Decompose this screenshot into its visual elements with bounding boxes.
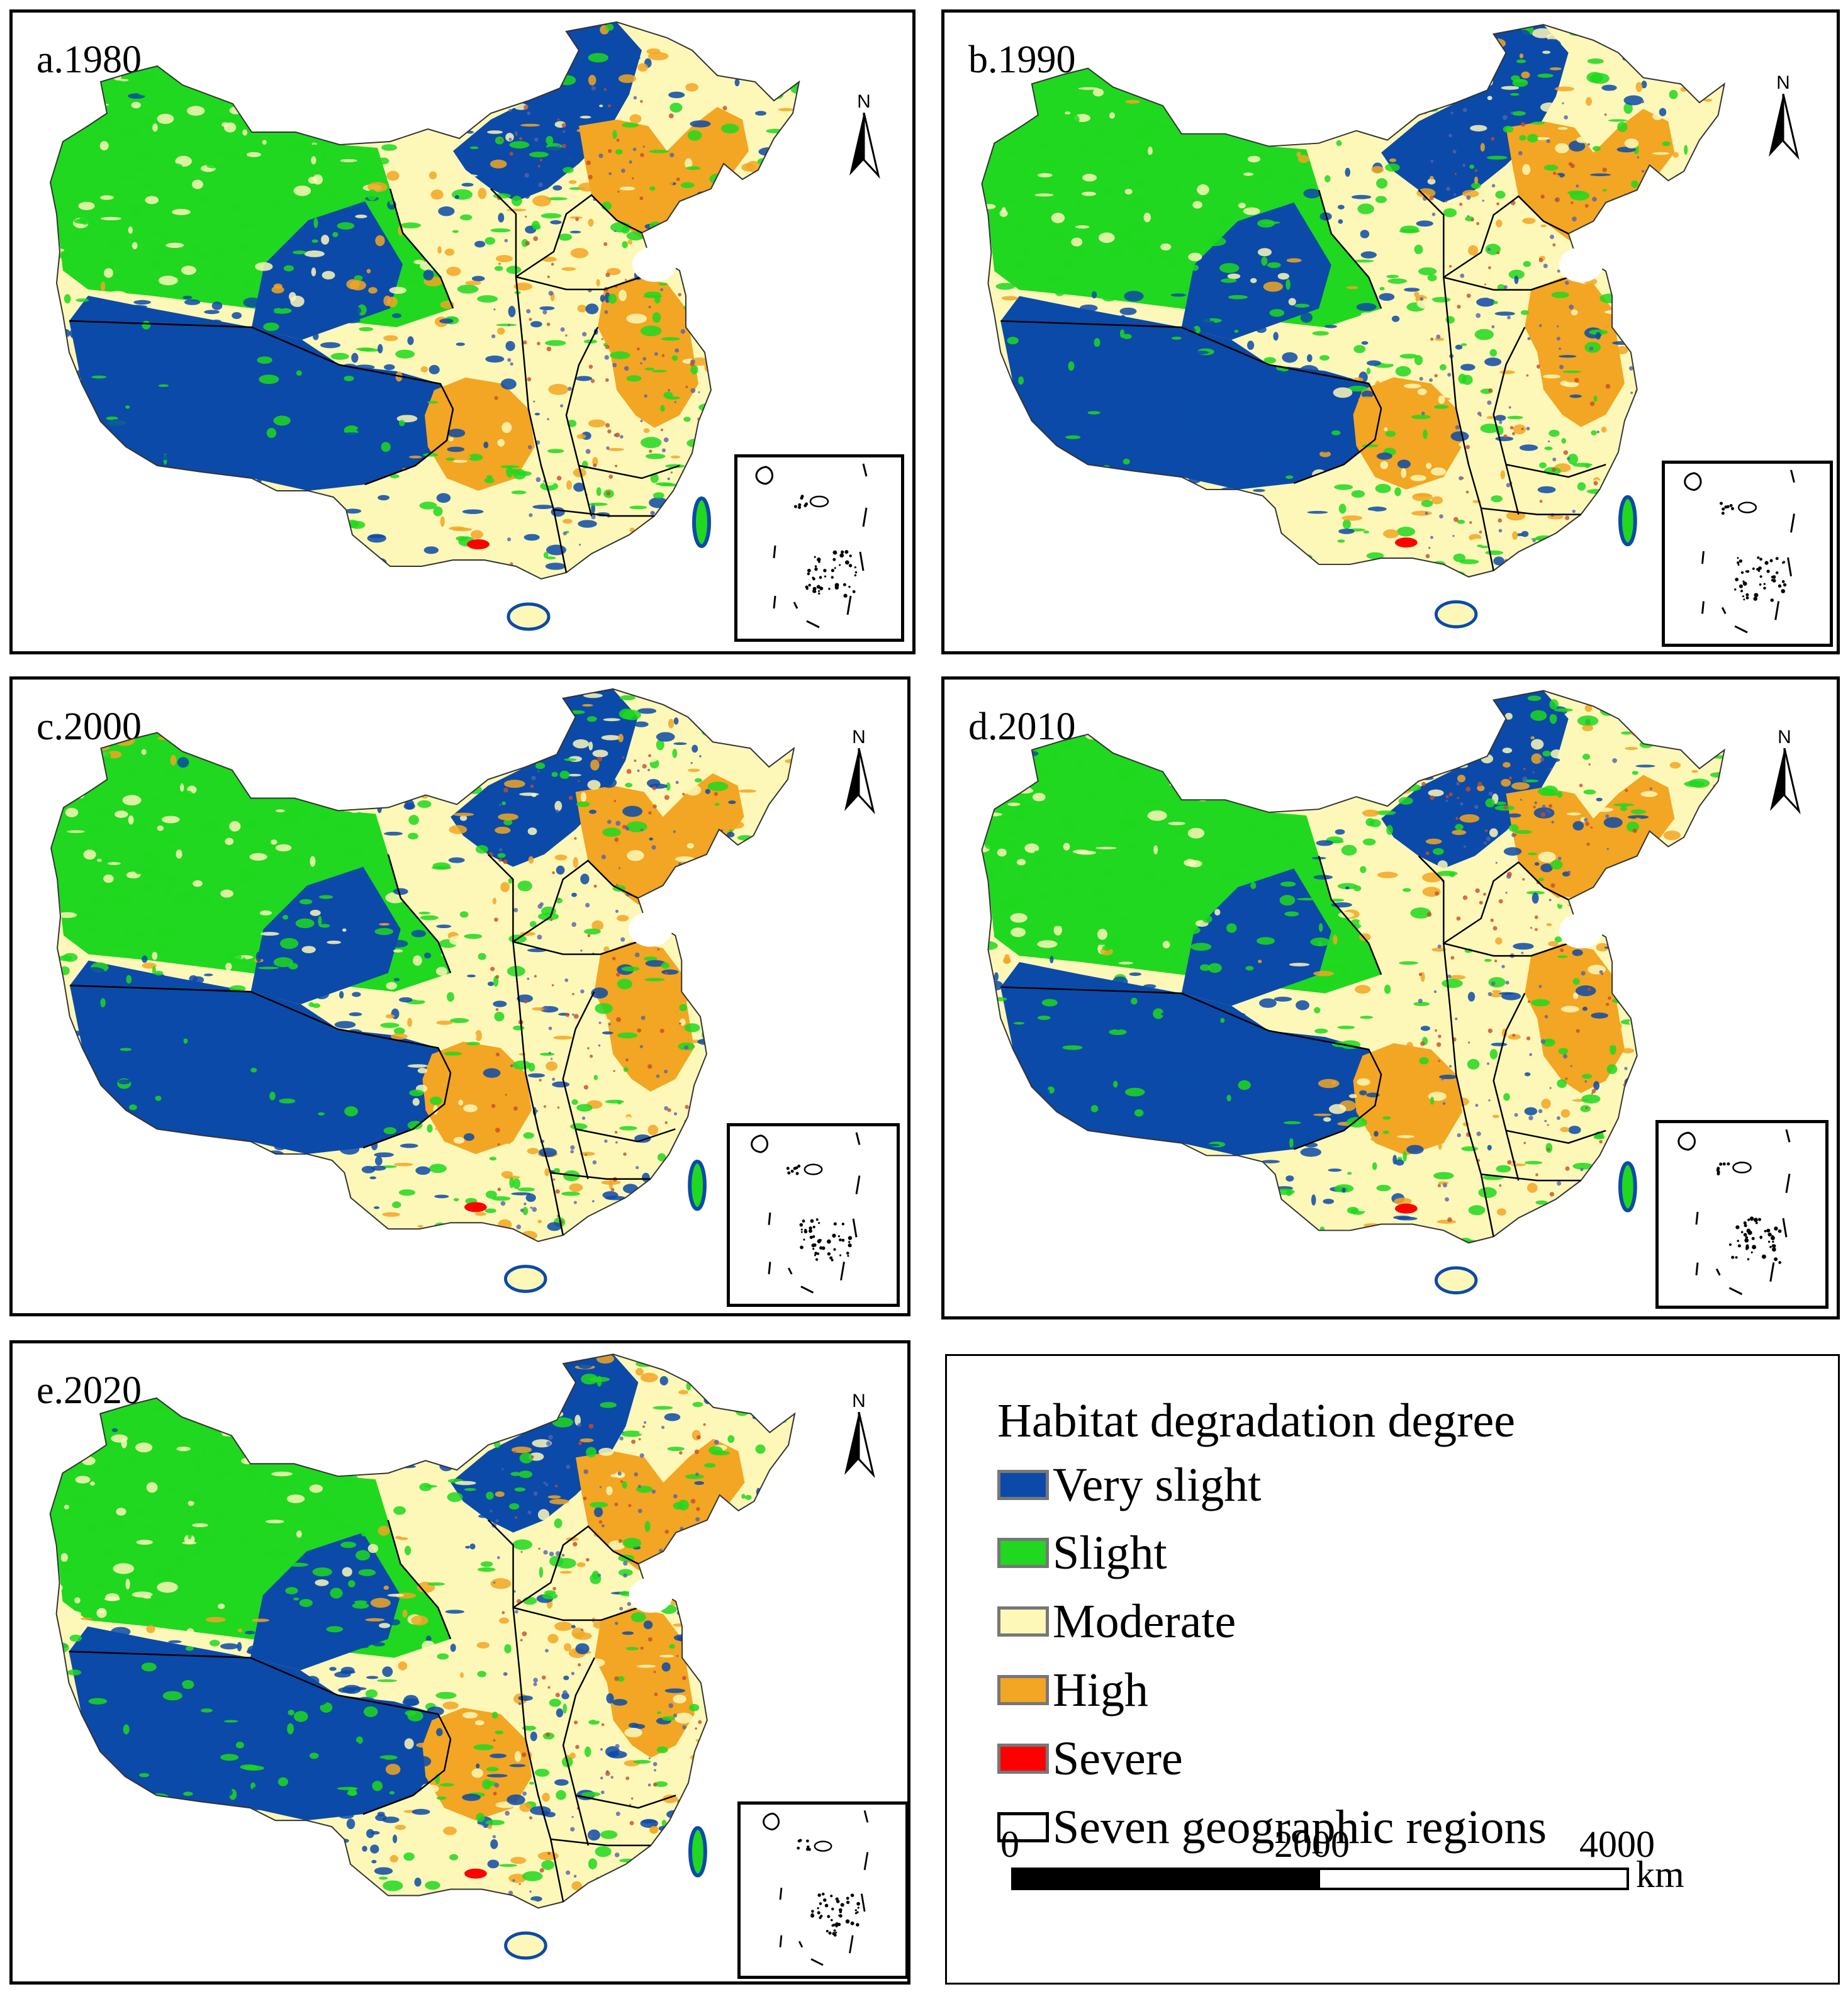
scale-tick-0: 0 — [1000, 1823, 1019, 1865]
north-arrow-icon: N — [1761, 72, 1805, 167]
legend-item-moderate: Moderate — [997, 1593, 1236, 1650]
legend-label: High — [1053, 1663, 1148, 1717]
legend-swatch — [997, 1812, 1049, 1842]
south-china-sea-inset — [737, 1801, 907, 1979]
panel-label: d.2010 — [968, 705, 1076, 748]
china-habitat-map — [49, 1353, 796, 1960]
legend-item-high: High — [997, 1662, 1148, 1718]
north-arrow-icon: N — [837, 1391, 881, 1485]
north-letter: N — [852, 1391, 866, 1411]
china-habitat-map — [981, 690, 1726, 1295]
north-arrow-icon: N — [1762, 727, 1806, 821]
north-arrow-icon: N — [842, 91, 886, 186]
legend-swatch — [997, 1744, 1049, 1774]
legend: Habitat degradation degree Very slight S… — [945, 1354, 1840, 1985]
map-panel-2020: e.2020 N — [9, 1340, 910, 1985]
north-letter: N — [1776, 72, 1790, 93]
map-panel-1980: a.1980 N — [9, 9, 916, 654]
scale-bar — [1011, 1868, 1629, 1890]
scale-bar-fill — [1014, 1870, 1320, 1888]
legend-label: Moderate — [1053, 1594, 1236, 1648]
panel-label: b.1990 — [968, 38, 1076, 81]
legend-label: Very slight — [1053, 1458, 1262, 1511]
legend-label: Severe — [1053, 1732, 1183, 1785]
south-china-sea-inset — [727, 1123, 900, 1307]
map-panel-2010: d.2010 N — [941, 676, 1840, 1319]
legend-item-severe: Severe — [997, 1730, 1183, 1787]
legend-swatch — [997, 1675, 1049, 1705]
china-habitat-map — [50, 688, 795, 1293]
legend-swatch — [997, 1470, 1049, 1500]
legend-item-slight: Slight — [997, 1525, 1167, 1581]
legend-label: Seven geographic regions — [1053, 1800, 1547, 1854]
panel-label: a.1980 — [36, 38, 142, 81]
south-china-sea-inset — [734, 454, 904, 642]
legend-item-very-slight: Very slight — [997, 1457, 1261, 1513]
north-letter: N — [857, 91, 871, 112]
legend-swatch — [997, 1606, 1049, 1637]
legend-item-regions: Seven geographic regions — [997, 1799, 1547, 1856]
north-letter: N — [852, 727, 866, 748]
panel-label: e.2020 — [36, 1369, 142, 1412]
south-china-sea-inset — [1662, 461, 1833, 647]
north-arrow-icon: N — [837, 727, 881, 821]
map-panel-2000: c.2000 N — [9, 676, 910, 1316]
south-china-sea-inset — [1655, 1120, 1828, 1309]
scale-tick-2000: 2000 — [1274, 1823, 1350, 1865]
scale-unit: km — [1636, 1854, 1684, 1895]
map-panel-1990: b.1990 N — [941, 9, 1840, 654]
china-habitat-map — [981, 24, 1726, 629]
legend-label: Slight — [1053, 1526, 1167, 1579]
north-letter: N — [1778, 727, 1791, 748]
legend-swatch — [997, 1538, 1049, 1568]
scale-tick-4000: 4000 — [1579, 1823, 1655, 1865]
legend-title: Habitat degradation degree — [997, 1394, 1515, 1447]
